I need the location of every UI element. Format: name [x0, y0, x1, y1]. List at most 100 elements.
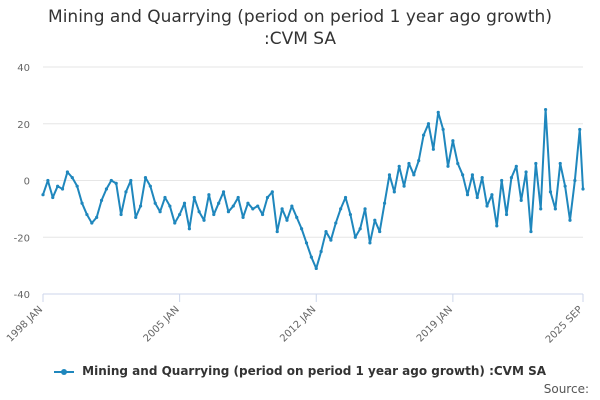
data-point[interactable]	[314, 266, 318, 271]
data-point[interactable]	[456, 161, 460, 166]
data-point[interactable]	[358, 227, 362, 231]
data-point[interactable]	[407, 161, 411, 166]
data-point[interactable]	[251, 207, 255, 211]
data-point[interactable]	[353, 235, 357, 239]
data-point[interactable]	[226, 210, 231, 214]
data-point[interactable]	[187, 227, 191, 231]
data-point[interactable]	[178, 212, 182, 217]
data-point[interactable]	[70, 176, 74, 180]
data-point[interactable]	[417, 159, 421, 163]
data-point[interactable]	[461, 173, 465, 177]
data-point[interactable]	[280, 207, 284, 211]
data-point[interactable]	[441, 127, 445, 132]
data-point[interactable]	[343, 195, 348, 200]
data-point[interactable]	[339, 207, 343, 211]
data-point[interactable]	[143, 176, 148, 180]
data-point[interactable]	[300, 227, 304, 231]
data-point[interactable]	[524, 170, 528, 174]
data-point[interactable]	[75, 184, 79, 188]
data-point[interactable]	[334, 221, 338, 225]
data-point[interactable]	[202, 218, 206, 222]
data-point[interactable]	[256, 204, 260, 208]
data-point[interactable]	[212, 212, 216, 217]
data-point[interactable]	[46, 178, 50, 183]
data-point[interactable]	[192, 195, 196, 200]
data-point[interactable]	[504, 212, 509, 217]
data-point[interactable]	[465, 193, 470, 197]
data-point[interactable]	[534, 161, 538, 166]
data-point[interactable]	[138, 204, 143, 208]
data-point[interactable]	[490, 193, 494, 197]
legend[interactable]: Mining and Quarrying (period on period 1…	[0, 364, 600, 378]
data-point[interactable]	[392, 190, 396, 194]
data-point[interactable]	[241, 215, 245, 219]
data-point[interactable]	[387, 173, 392, 177]
data-point[interactable]	[95, 215, 99, 219]
data-point[interactable]	[304, 241, 309, 245]
data-point[interactable]	[558, 161, 562, 166]
data-point[interactable]	[260, 212, 265, 217]
data-point[interactable]	[543, 107, 548, 112]
data-point[interactable]	[329, 238, 333, 242]
data-point[interactable]	[397, 164, 401, 168]
data-point[interactable]	[231, 204, 235, 208]
data-point[interactable]	[451, 139, 455, 143]
data-point[interactable]	[382, 201, 387, 205]
data-point[interactable]	[270, 190, 274, 194]
data-point[interactable]	[114, 181, 118, 185]
data-point[interactable]	[148, 184, 152, 188]
data-point[interactable]	[553, 207, 557, 211]
data-point[interactable]	[109, 178, 113, 183]
data-point[interactable]	[119, 212, 123, 217]
data-point[interactable]	[265, 195, 270, 200]
data-point[interactable]	[426, 122, 431, 126]
data-point[interactable]	[500, 178, 504, 183]
data-point[interactable]	[470, 173, 474, 177]
data-point[interactable]	[373, 218, 377, 222]
data-point[interactable]	[275, 229, 279, 234]
data-point[interactable]	[514, 164, 518, 168]
data-point[interactable]	[41, 193, 45, 197]
data-point[interactable]	[134, 215, 138, 219]
data-point[interactable]	[309, 255, 313, 259]
data-point[interactable]	[221, 190, 226, 194]
data-point[interactable]	[529, 229, 533, 234]
data-point[interactable]	[324, 229, 328, 234]
data-point[interactable]	[348, 212, 353, 217]
data-point[interactable]	[124, 190, 128, 194]
data-point[interactable]	[431, 147, 435, 151]
data-point[interactable]	[539, 207, 543, 211]
data-point[interactable]	[236, 195, 240, 200]
data-point[interactable]	[422, 133, 426, 137]
data-point[interactable]	[168, 204, 172, 208]
data-point[interactable]	[207, 193, 211, 197]
data-point[interactable]	[573, 178, 577, 183]
data-point[interactable]	[56, 184, 60, 188]
data-point[interactable]	[85, 212, 89, 217]
data-point[interactable]	[182, 201, 187, 205]
data-point[interactable]	[578, 127, 582, 132]
data-point[interactable]	[485, 204, 489, 208]
data-point[interactable]	[51, 195, 55, 200]
data-point[interactable]	[402, 184, 406, 188]
data-point[interactable]	[436, 110, 440, 114]
data-point[interactable]	[217, 201, 221, 205]
data-point[interactable]	[295, 215, 299, 219]
data-point[interactable]	[197, 210, 201, 214]
data-point[interactable]	[173, 221, 177, 225]
data-point[interactable]	[163, 195, 167, 200]
data-point[interactable]	[475, 195, 479, 200]
data-point[interactable]	[548, 190, 553, 194]
data-point[interactable]	[568, 218, 572, 222]
data-point[interactable]	[60, 187, 65, 191]
data-point[interactable]	[519, 198, 523, 202]
data-point[interactable]	[153, 201, 157, 205]
data-point[interactable]	[563, 184, 567, 188]
data-point[interactable]	[480, 176, 484, 180]
data-point[interactable]	[495, 224, 499, 228]
data-point[interactable]	[90, 221, 94, 225]
data-point[interactable]	[290, 204, 294, 208]
data-point[interactable]	[319, 249, 323, 254]
data-point[interactable]	[378, 229, 382, 234]
data-point[interactable]	[285, 218, 289, 222]
